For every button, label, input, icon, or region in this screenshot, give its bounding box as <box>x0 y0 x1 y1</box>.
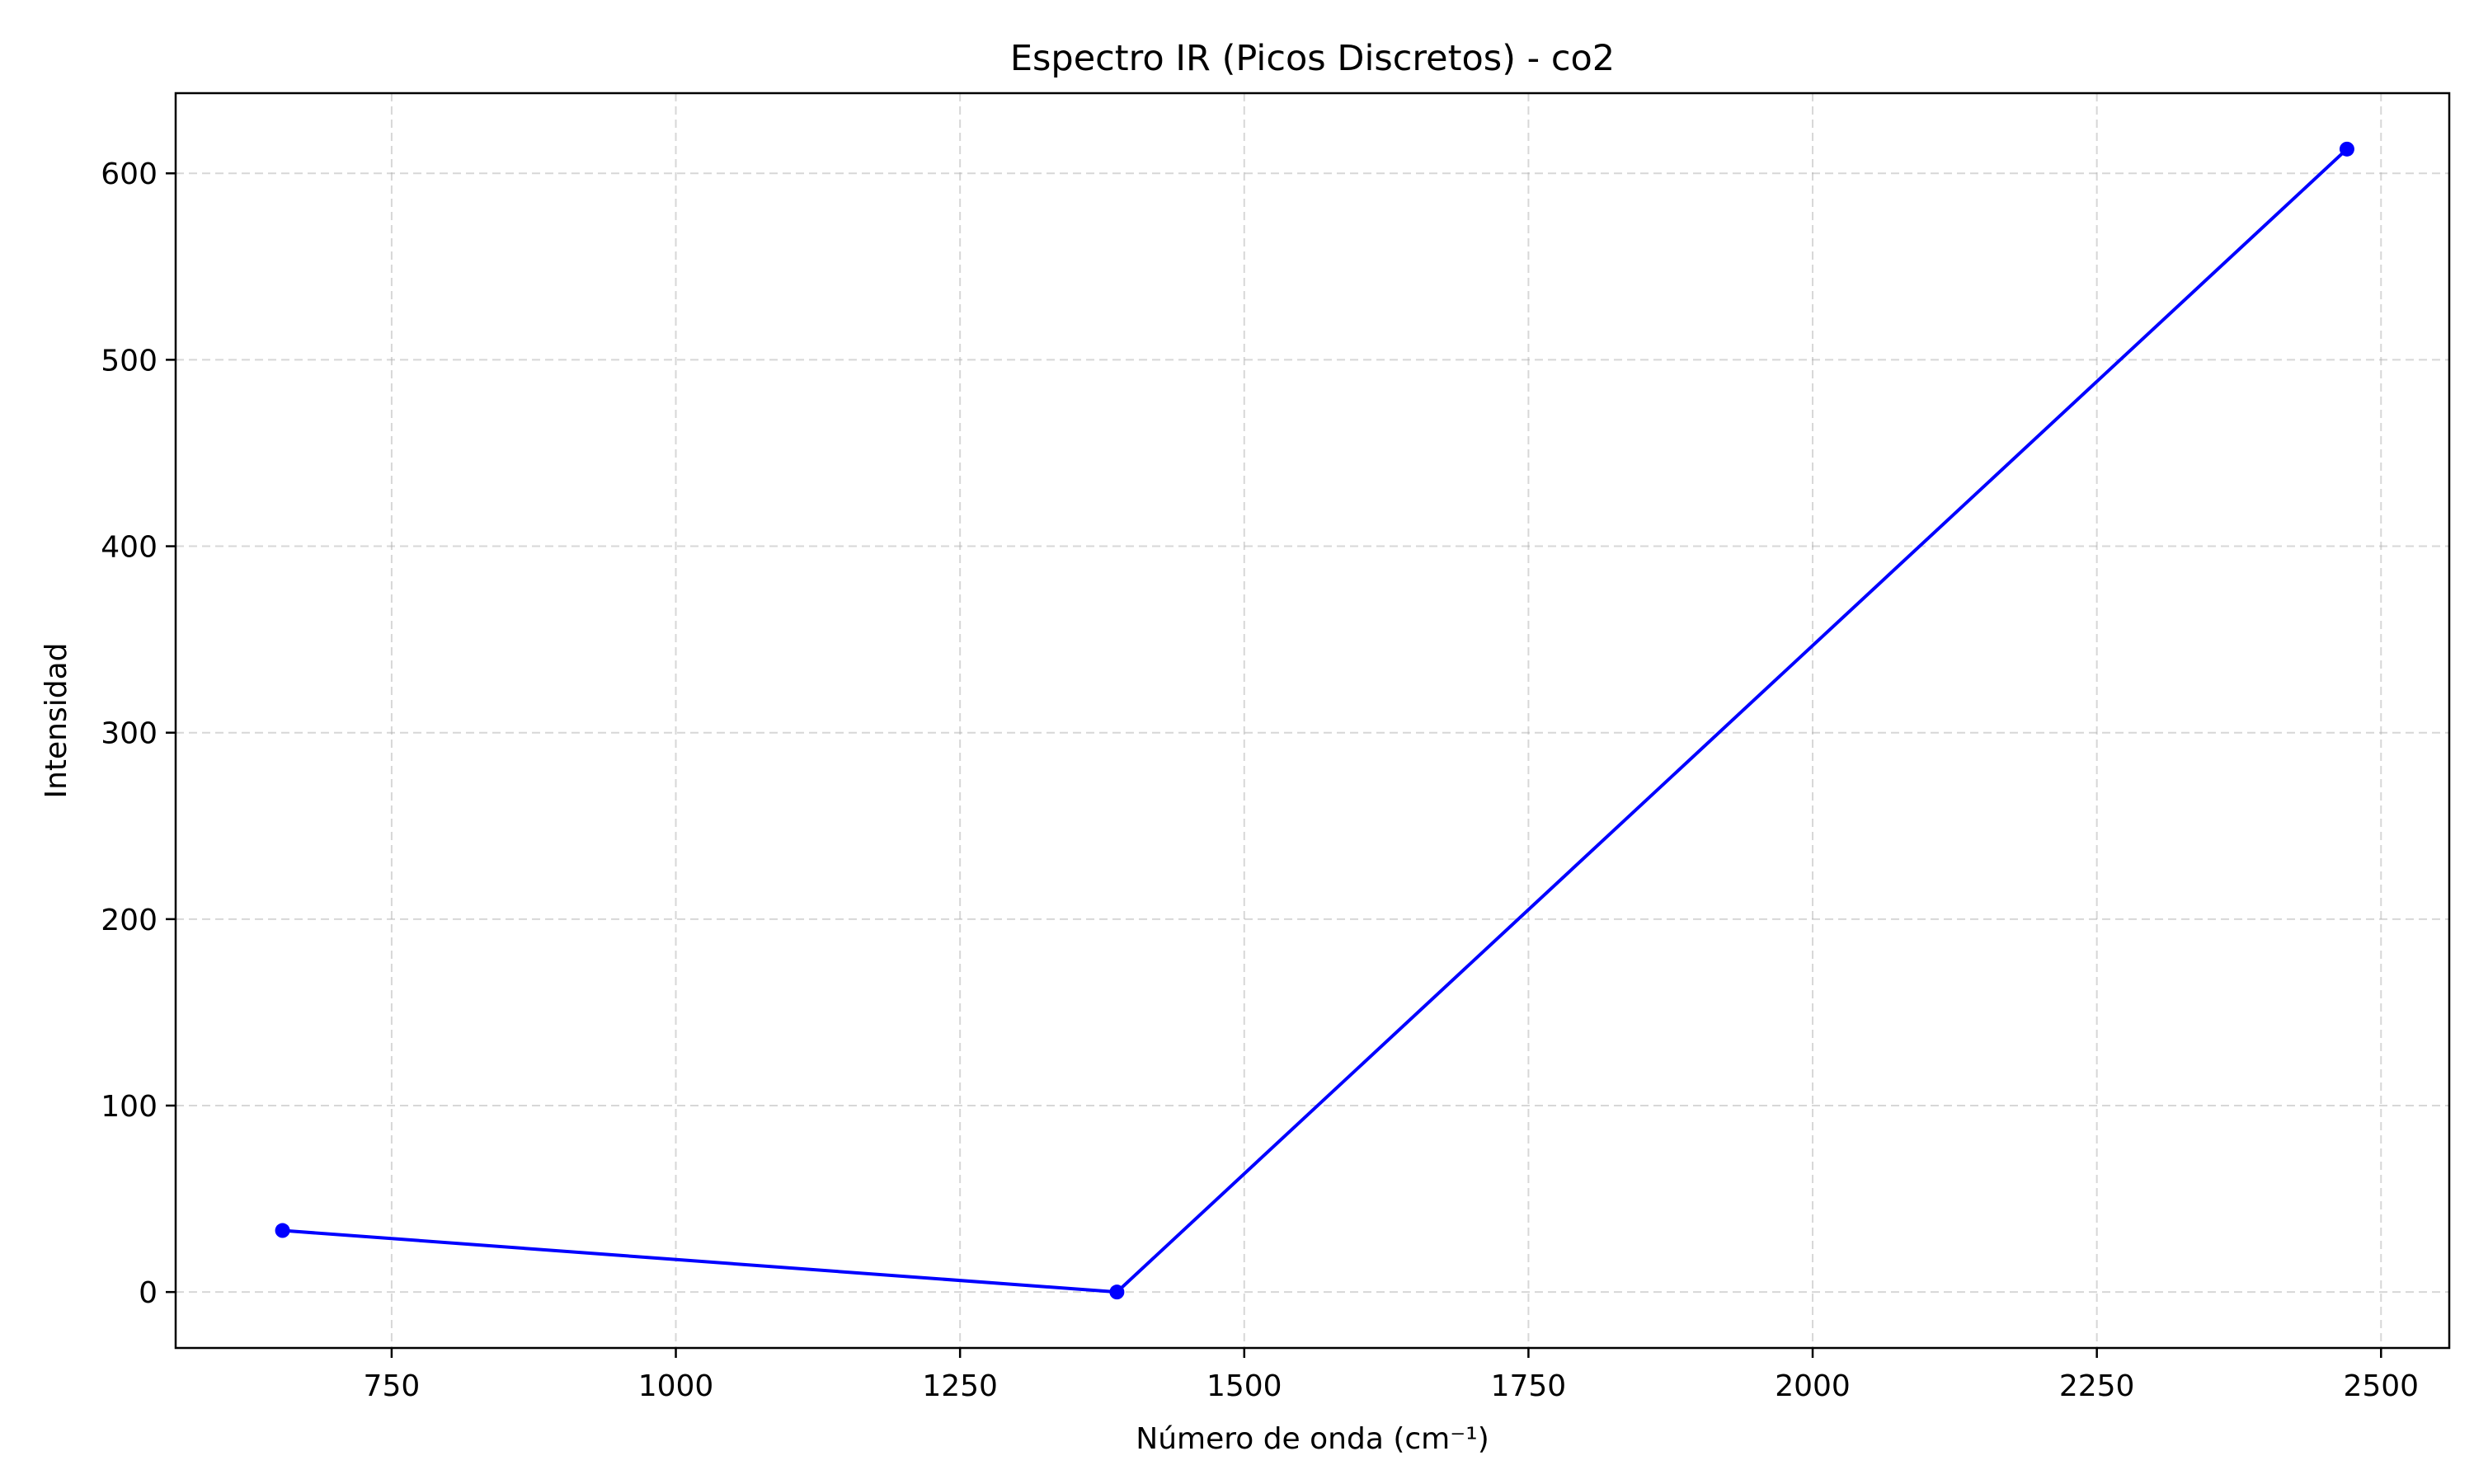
y-tick-label: 400 <box>101 531 158 565</box>
x-tick-label: 2000 <box>1775 1369 1851 1403</box>
chart-title: Espectro IR (Picos Discretos) - co2 <box>1010 38 1615 79</box>
y-tick-label: 500 <box>101 344 158 378</box>
y-tick-label: 600 <box>101 157 158 191</box>
y-tick-label: 200 <box>101 904 158 937</box>
x-tick-label: 1250 <box>922 1369 998 1403</box>
grid <box>176 93 2449 1348</box>
x-tick-label: 2500 <box>2343 1369 2419 1403</box>
x-tick-label: 750 <box>364 1369 421 1403</box>
data-point <box>275 1223 290 1238</box>
y-axis-label: Intensidad <box>40 642 73 798</box>
x-tick-label: 1500 <box>1206 1369 1282 1403</box>
y-axis: 0 100 200 300 400 500 600 <box>101 157 176 1310</box>
x-tick-label: 2250 <box>2059 1369 2135 1403</box>
y-tick-label: 0 <box>139 1276 158 1310</box>
series-layer <box>275 141 2354 1300</box>
y-tick-label: 300 <box>101 717 158 751</box>
plot-frame <box>174 92 2451 1350</box>
data-point <box>1109 1284 1125 1300</box>
y-tick-label: 100 <box>101 1090 158 1124</box>
data-point <box>2339 141 2354 157</box>
x-axis: 750 1000 1250 1500 1750 2000 2250 2500 <box>364 1348 2419 1403</box>
x-tick-label: 1750 <box>1491 1369 1567 1403</box>
x-axis-label: Número de onda (cm⁻¹) <box>1136 1422 1489 1456</box>
x-tick-label: 1000 <box>638 1369 714 1403</box>
